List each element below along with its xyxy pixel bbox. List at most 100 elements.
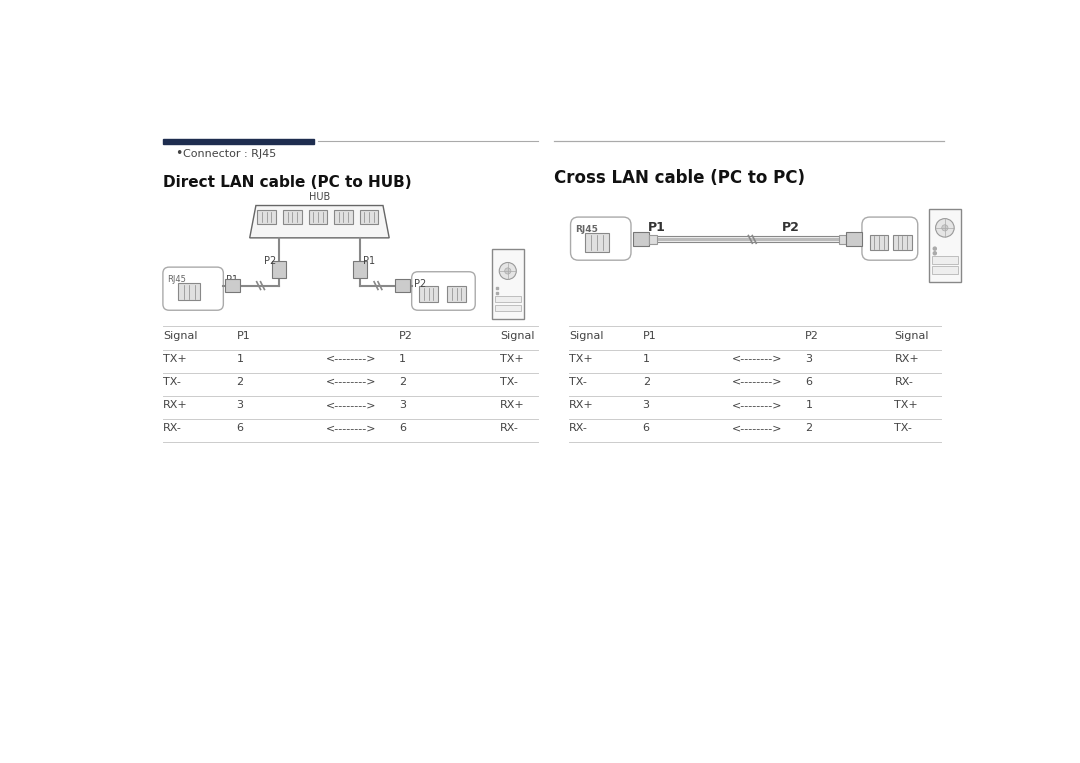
Text: <-------->: <-------->	[732, 423, 782, 433]
Text: •: •	[175, 147, 183, 160]
Polygon shape	[249, 205, 389, 238]
Text: P1: P1	[648, 221, 666, 234]
Bar	[491, 250, 524, 319]
Bar	[334, 210, 353, 224]
Text: RX+: RX+	[894, 354, 919, 364]
Text: 6: 6	[643, 423, 650, 433]
Circle shape	[935, 219, 954, 237]
Text: Signal: Signal	[500, 330, 535, 341]
Text: TX+: TX+	[163, 354, 187, 364]
Text: 3: 3	[806, 354, 812, 364]
Bar	[163, 139, 314, 144]
Text: RX-: RX-	[894, 377, 914, 387]
Text: 1: 1	[806, 400, 812, 410]
FancyBboxPatch shape	[570, 217, 631, 260]
Text: 6: 6	[806, 377, 812, 387]
Text: Cross LAN cable (PC to PC): Cross LAN cable (PC to PC)	[554, 169, 805, 187]
Bar	[847, 233, 862, 246]
Bar	[309, 210, 327, 224]
Text: P2: P2	[400, 330, 414, 341]
Text: <-------->: <-------->	[326, 423, 376, 433]
Text: 1: 1	[643, 354, 650, 364]
Bar	[932, 266, 958, 274]
Text: Signal: Signal	[163, 330, 198, 341]
Bar	[272, 261, 286, 278]
Text: TX-: TX-	[500, 377, 518, 387]
Circle shape	[933, 247, 936, 250]
Text: <-------->: <-------->	[732, 377, 782, 387]
Text: RX+: RX+	[500, 400, 525, 410]
Text: TX+: TX+	[569, 354, 593, 364]
Bar	[496, 287, 499, 289]
Text: P1: P1	[227, 275, 239, 285]
Text: RX-: RX-	[569, 423, 588, 433]
Text: <-------->: <-------->	[732, 400, 782, 410]
Bar	[178, 283, 200, 300]
FancyBboxPatch shape	[411, 272, 475, 311]
Bar	[447, 286, 465, 302]
Text: TX+: TX+	[894, 400, 918, 410]
Circle shape	[942, 225, 948, 231]
Text: 2: 2	[237, 377, 244, 387]
Bar	[649, 235, 657, 244]
Text: 1: 1	[237, 354, 243, 364]
Text: 6: 6	[400, 423, 406, 433]
FancyBboxPatch shape	[862, 217, 918, 260]
Text: 2: 2	[643, 377, 650, 387]
Bar	[929, 208, 961, 282]
Bar	[496, 291, 499, 294]
Text: 3: 3	[237, 400, 243, 410]
FancyBboxPatch shape	[163, 267, 224, 311]
Text: <-------->: <-------->	[732, 354, 782, 364]
Text: P2: P2	[264, 256, 275, 266]
Bar	[225, 279, 241, 291]
Text: Connector : RJ45: Connector : RJ45	[183, 149, 276, 159]
Text: TX-: TX-	[163, 377, 180, 387]
Text: RX-: RX-	[500, 423, 518, 433]
Text: P1: P1	[237, 330, 251, 341]
Circle shape	[499, 262, 516, 279]
Bar	[495, 295, 521, 302]
Text: Signal: Signal	[569, 330, 604, 341]
Text: P2: P2	[414, 279, 427, 289]
Circle shape	[933, 252, 936, 255]
Text: RJ45: RJ45	[576, 225, 598, 233]
Text: RX-: RX-	[163, 423, 181, 433]
Text: <-------->: <-------->	[326, 354, 376, 364]
Bar	[869, 235, 889, 250]
Text: Direct LAN cable (PC to HUB): Direct LAN cable (PC to HUB)	[163, 175, 411, 190]
Text: 2: 2	[400, 377, 406, 387]
Bar	[585, 233, 608, 252]
Text: 3: 3	[400, 400, 406, 410]
Text: 2: 2	[806, 423, 812, 433]
Bar	[495, 305, 521, 311]
Bar	[932, 256, 958, 264]
Bar	[283, 210, 301, 224]
Text: P1: P1	[363, 256, 375, 266]
Circle shape	[504, 268, 511, 274]
Text: 3: 3	[643, 400, 650, 410]
Text: P2: P2	[806, 330, 820, 341]
Text: RX+: RX+	[163, 400, 188, 410]
Text: P2: P2	[782, 221, 800, 234]
Bar	[893, 235, 912, 250]
Bar	[353, 261, 367, 278]
Bar	[360, 210, 378, 224]
Text: <-------->: <-------->	[326, 400, 376, 410]
Text: RX+: RX+	[569, 400, 594, 410]
Text: TX-: TX-	[569, 377, 586, 387]
Text: TX-: TX-	[894, 423, 913, 433]
Text: HUB: HUB	[309, 192, 330, 202]
Bar	[419, 286, 438, 302]
Text: 6: 6	[237, 423, 243, 433]
Bar	[633, 233, 649, 246]
Text: RJ45: RJ45	[167, 275, 187, 284]
Bar	[394, 279, 410, 291]
Text: Signal: Signal	[894, 330, 929, 341]
Text: P1: P1	[643, 330, 657, 341]
Bar	[839, 235, 847, 244]
Bar	[257, 210, 276, 224]
Text: TX+: TX+	[500, 354, 524, 364]
Text: <-------->: <-------->	[326, 377, 376, 387]
Text: 1: 1	[400, 354, 406, 364]
